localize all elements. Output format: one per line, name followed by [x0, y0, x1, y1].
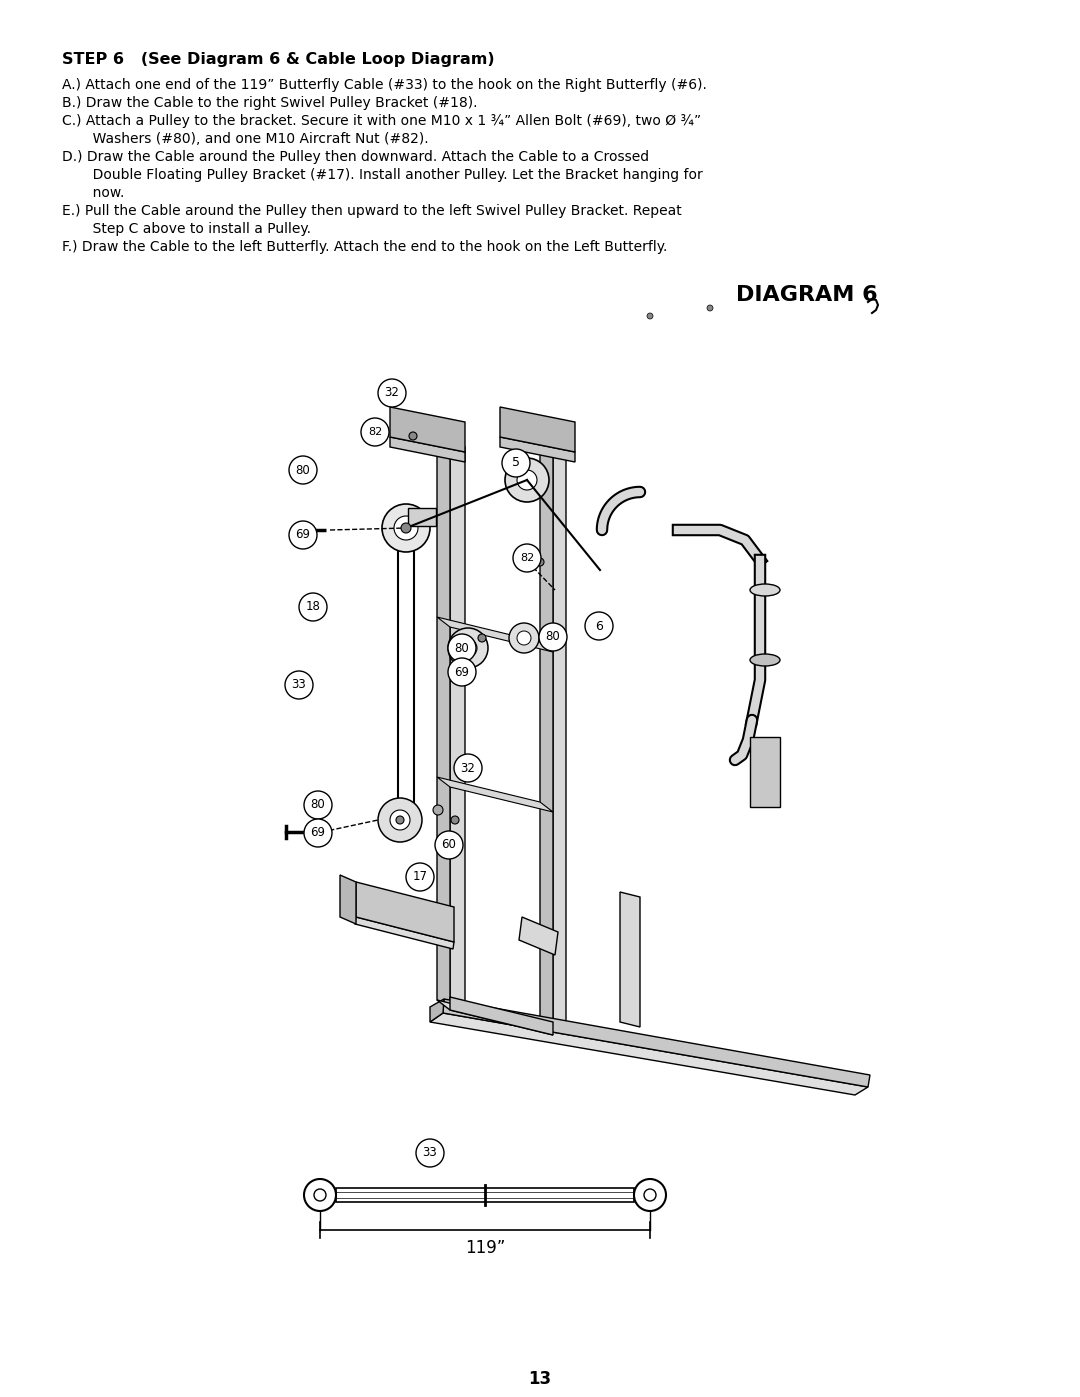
Polygon shape [437, 617, 553, 652]
Polygon shape [500, 407, 575, 453]
Polygon shape [450, 439, 465, 1016]
Circle shape [416, 1139, 444, 1166]
Text: A.) Attach one end of the 119” Butterfly Cable (#33) to the hook on the Right Bu: A.) Attach one end of the 119” Butterfly… [62, 78, 707, 92]
Text: 69: 69 [311, 827, 325, 840]
Text: E.) Pull the Cable around the Pulley then upward to the left Swivel Pulley Brack: E.) Pull the Cable around the Pulley the… [62, 204, 681, 218]
Circle shape [509, 623, 539, 652]
Text: 5: 5 [512, 457, 519, 469]
Text: 82: 82 [368, 427, 382, 437]
Circle shape [585, 612, 613, 640]
Circle shape [303, 1179, 336, 1211]
Ellipse shape [750, 654, 780, 666]
Circle shape [454, 754, 482, 782]
Circle shape [303, 791, 332, 819]
Circle shape [478, 634, 486, 643]
Circle shape [285, 671, 313, 698]
Circle shape [505, 458, 549, 502]
Circle shape [299, 592, 327, 622]
Circle shape [448, 634, 476, 662]
Circle shape [448, 629, 488, 668]
Circle shape [382, 504, 430, 552]
Circle shape [459, 638, 477, 657]
Text: 80: 80 [545, 630, 561, 644]
Text: 82: 82 [519, 553, 535, 563]
Circle shape [451, 816, 459, 824]
Polygon shape [340, 875, 356, 923]
Polygon shape [437, 1000, 553, 1035]
Circle shape [361, 418, 389, 446]
Polygon shape [390, 437, 465, 462]
Text: 33: 33 [292, 679, 307, 692]
Text: 69: 69 [296, 528, 311, 542]
Text: Double Floating Pulley Bracket (#17). Install another Pulley. Let the Bracket ha: Double Floating Pulley Bracket (#17). In… [62, 168, 703, 182]
Polygon shape [437, 432, 450, 1007]
Ellipse shape [750, 584, 780, 597]
Circle shape [517, 631, 531, 645]
Polygon shape [540, 422, 553, 1035]
Polygon shape [500, 437, 575, 462]
Polygon shape [750, 738, 780, 807]
Text: 60: 60 [442, 838, 457, 852]
Circle shape [378, 379, 406, 407]
Text: 33: 33 [422, 1147, 437, 1160]
Circle shape [303, 819, 332, 847]
Text: D.) Draw the Cable around the Pulley then downward. Attach the Cable to a Crosse: D.) Draw the Cable around the Pulley the… [62, 149, 649, 163]
Circle shape [448, 658, 476, 686]
Circle shape [401, 522, 411, 534]
Text: 80: 80 [296, 464, 310, 476]
Circle shape [435, 831, 463, 859]
Circle shape [517, 469, 537, 490]
Bar [408, 509, 436, 527]
Circle shape [433, 805, 443, 814]
Text: 80: 80 [455, 641, 470, 655]
Bar [336, 1187, 634, 1201]
Polygon shape [450, 997, 553, 1035]
Circle shape [644, 1189, 656, 1201]
Circle shape [289, 521, 318, 549]
Polygon shape [430, 1013, 868, 1095]
Circle shape [536, 557, 544, 566]
Text: DIAGRAM 6: DIAGRAM 6 [737, 285, 878, 305]
Circle shape [394, 515, 418, 541]
Circle shape [707, 305, 713, 312]
Circle shape [314, 1189, 326, 1201]
Circle shape [539, 623, 567, 651]
Polygon shape [390, 407, 465, 453]
Text: 13: 13 [528, 1370, 552, 1389]
Text: now.: now. [62, 186, 124, 200]
Text: 69: 69 [455, 665, 470, 679]
Circle shape [409, 432, 417, 440]
Circle shape [647, 313, 653, 319]
Text: B.) Draw the Cable to the right Swivel Pulley Bracket (#18).: B.) Draw the Cable to the right Swivel P… [62, 96, 477, 110]
Polygon shape [553, 430, 566, 1042]
Circle shape [464, 644, 472, 652]
Text: 18: 18 [306, 601, 321, 613]
Text: C.) Attach a Pulley to the bracket. Secure it with one M10 x 1 ¾” Allen Bolt (#6: C.) Attach a Pulley to the bracket. Secu… [62, 115, 701, 129]
Text: Step C above to install a Pulley.: Step C above to install a Pulley. [62, 222, 311, 236]
Polygon shape [443, 999, 870, 1087]
Text: 119”: 119” [464, 1239, 505, 1257]
Text: 80: 80 [311, 799, 325, 812]
Polygon shape [620, 893, 640, 1027]
Text: STEP 6   (See Diagram 6 & Cable Loop Diagram): STEP 6 (See Diagram 6 & Cable Loop Diagr… [62, 52, 495, 67]
Circle shape [378, 798, 422, 842]
Polygon shape [430, 999, 444, 1023]
Circle shape [502, 448, 530, 476]
Polygon shape [519, 916, 558, 956]
Circle shape [396, 816, 404, 824]
Circle shape [513, 543, 541, 571]
Circle shape [390, 810, 410, 830]
Circle shape [634, 1179, 666, 1211]
Circle shape [406, 863, 434, 891]
Text: 32: 32 [460, 761, 475, 774]
Circle shape [289, 455, 318, 483]
Polygon shape [355, 916, 454, 949]
Polygon shape [356, 882, 454, 942]
Text: Washers (#80), and one M10 Aircraft Nut (#82).: Washers (#80), and one M10 Aircraft Nut … [62, 131, 429, 147]
Text: 6: 6 [595, 619, 603, 633]
Text: 17: 17 [413, 870, 428, 883]
Polygon shape [437, 777, 553, 812]
Text: 32: 32 [384, 387, 400, 400]
Text: F.) Draw the Cable to the left Butterfly. Attach the end to the hook on the Left: F.) Draw the Cable to the left Butterfly… [62, 240, 667, 254]
